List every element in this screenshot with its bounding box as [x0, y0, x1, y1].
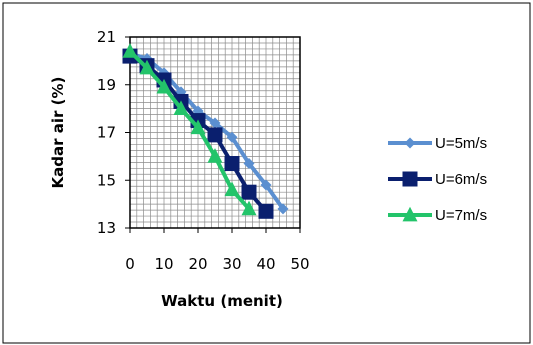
data-point: [173, 100, 189, 115]
data-point: [243, 158, 255, 170]
y-tick-label: 15: [97, 171, 116, 189]
data-point: [139, 59, 155, 75]
x-tick-label: 30: [222, 255, 241, 273]
x-tick-label: 0: [125, 255, 135, 273]
data-point: [226, 131, 238, 143]
legend-item: U=7m/s: [388, 206, 487, 224]
series-line: [129, 51, 285, 211]
x-tick-label: 10: [154, 255, 173, 273]
y-tick-label: 13: [97, 219, 116, 237]
data-point: [207, 127, 223, 143]
legend: U=5m/s U=6m/s U=7m/s: [388, 135, 487, 224]
data-point: [207, 148, 223, 163]
series-group: [122, 43, 289, 219]
y-axis-title: Kadar air (%): [49, 77, 67, 189]
legend-marker: [402, 171, 418, 187]
legend-label: U=5m/s: [435, 135, 487, 152]
legend-label: U=7m/s: [435, 207, 487, 224]
y-tick-label: 21: [97, 28, 116, 46]
data-point: [209, 117, 221, 129]
data-point: [258, 203, 274, 219]
data-point: [277, 203, 289, 215]
data-point: [260, 179, 272, 191]
data-point: [122, 43, 138, 58]
legend-item: U=5m/s: [388, 135, 487, 152]
x-tick-label: 40: [256, 255, 275, 273]
axis-ticks: 0 10 20 30 40 50 13 15 17 19 21: [97, 28, 310, 273]
legend-marker: [404, 137, 416, 149]
data-point: [156, 78, 172, 94]
data-point: [241, 200, 257, 216]
legend-item: U=6m/s: [388, 171, 487, 188]
x-tick-label: 20: [188, 255, 207, 273]
data-point: [241, 184, 257, 200]
series-3: [122, 43, 257, 216]
data-point: [224, 156, 240, 172]
x-axis-title: Waktu (menit): [161, 292, 283, 310]
y-tick-label: 17: [97, 124, 116, 142]
data-point: [190, 119, 206, 135]
legend-marker: [402, 206, 418, 222]
data-point: [224, 181, 240, 197]
y-tick-label: 19: [97, 76, 116, 94]
legend-label: U=6m/s: [435, 171, 487, 188]
x-tick-label: 50: [290, 255, 309, 273]
